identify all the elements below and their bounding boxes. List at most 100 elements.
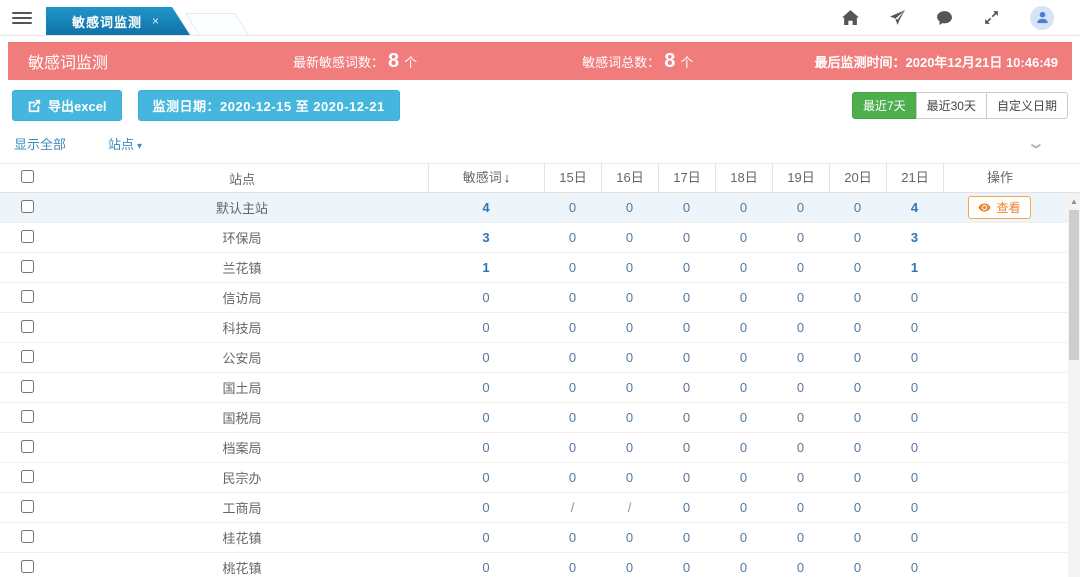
row-checkbox[interactable] <box>21 409 34 423</box>
tab-sensitive-word-monitor[interactable]: 敏感词监测 × <box>46 7 190 35</box>
row-site: 民宗办 <box>222 471 262 486</box>
row-keyword-count[interactable]: 0 <box>482 560 490 575</box>
row-keyword-count[interactable]: 0 <box>482 410 490 425</box>
row-day-value: 0 <box>682 320 691 335</box>
row-day-value: 0 <box>625 560 634 575</box>
row-day-value: 0 <box>625 350 634 365</box>
row-day-value: 0 <box>625 260 634 275</box>
row-day-value: 0 <box>739 410 748 425</box>
show-all-link[interactable]: 显示全部 <box>14 137 67 152</box>
row-checkbox[interactable] <box>21 199 34 213</box>
row-day-value: 0 <box>853 200 862 215</box>
row-keyword-count[interactable]: 0 <box>482 350 490 365</box>
scrollbar-thumb[interactable] <box>1069 210 1079 360</box>
header-day[interactable]: 16日 <box>601 163 658 193</box>
row-day-value: 0 <box>682 560 691 575</box>
row-keyword-count[interactable]: 0 <box>482 440 490 455</box>
row-day-value: 0 <box>739 530 748 545</box>
eye-icon <box>978 203 992 212</box>
header-day[interactable]: 20日 <box>829 163 886 193</box>
row-day-value: 0 <box>568 200 577 215</box>
select-all-checkbox[interactable] <box>21 170 34 183</box>
row-checkbox[interactable] <box>21 259 34 273</box>
tab-label: 敏感词监测 <box>72 14 143 30</box>
row-checkbox[interactable] <box>21 439 34 453</box>
header-day[interactable]: 17日 <box>658 163 715 193</box>
row-checkbox[interactable] <box>21 469 34 483</box>
row-keyword-count[interactable]: 1 <box>482 260 490 275</box>
row-checkbox[interactable] <box>21 529 34 543</box>
row-day-value: 0 <box>796 560 805 575</box>
header-day[interactable]: 15日 <box>544 163 601 193</box>
row-site: 环保局 <box>222 231 262 246</box>
row-site: 信访局 <box>222 291 262 306</box>
row-day-value: 0 <box>682 530 691 545</box>
view-button[interactable]: 查看 <box>968 196 1031 219</box>
menu-toggle-icon[interactable] <box>12 9 32 27</box>
row-day-value: 0 <box>796 410 805 425</box>
row-checkbox[interactable] <box>21 319 34 333</box>
chat-icon[interactable] <box>936 9 953 26</box>
row-site: 工商局 <box>222 501 262 516</box>
row-day-value: 0 <box>910 440 919 455</box>
header-day[interactable]: 18日 <box>715 163 772 193</box>
row-keyword-count[interactable]: 0 <box>482 470 490 485</box>
row-keyword-count[interactable]: 0 <box>482 380 490 395</box>
row-day-value: 0 <box>682 230 691 245</box>
row-day-value: 0 <box>853 320 862 335</box>
export-excel-label: 导出excel <box>48 99 107 114</box>
home-icon[interactable] <box>842 9 859 26</box>
row-site: 科技局 <box>222 321 262 336</box>
row-day-value: 0 <box>625 230 634 245</box>
header-day[interactable]: 19日 <box>772 163 829 193</box>
header-day[interactable]: 21日 <box>886 163 943 193</box>
header-keyword[interactable]: 敏感词 ↓ <box>428 163 544 193</box>
row-keyword-count[interactable]: 4 <box>482 200 490 215</box>
row-keyword-count[interactable]: 0 <box>482 290 490 305</box>
row-day-value: 0 <box>568 530 577 545</box>
header-site[interactable]: 站点 <box>228 171 255 187</box>
expand-icon[interactable] <box>983 9 1000 26</box>
row-day-value: 0 <box>853 230 862 245</box>
monitor-date-range-label: 监测日期：2020-12-15 至 2020-12-21 <box>152 99 385 114</box>
page-title: 敏感词监测 <box>28 55 109 72</box>
scrollbar-up-arrow-icon[interactable]: ▲ <box>1070 197 1078 206</box>
range-last-7-days-button[interactable]: 最近7天 <box>851 92 917 119</box>
tab-close-icon[interactable]: × <box>152 14 161 28</box>
row-check-cell <box>0 559 56 576</box>
vertical-scrollbar[interactable]: ▲ <box>1068 194 1080 577</box>
ghost-tab <box>185 13 249 35</box>
row-checkbox[interactable] <box>21 289 34 303</box>
row-day-value: 0 <box>853 350 862 365</box>
row-checkbox[interactable] <box>21 229 34 243</box>
row-day-value: 0 <box>910 470 919 485</box>
latest-count-unit: 个 <box>404 54 418 70</box>
row-day-value: 0 <box>796 320 805 335</box>
site-dropdown[interactable]: 站点 ▾ <box>108 134 142 153</box>
row-keyword-count[interactable]: 0 <box>482 500 490 515</box>
row-day-value: 0 <box>796 350 805 365</box>
row-checkbox[interactable] <box>21 349 34 363</box>
row-check-cell <box>0 409 56 426</box>
monitor-date-range-button[interactable]: 监测日期：2020-12-15 至 2020-12-21 <box>137 90 400 121</box>
sort-desc-icon: ↓ <box>503 170 511 185</box>
collapse-chevron-icon[interactable]: ⌄ <box>1026 135 1046 151</box>
send-icon[interactable] <box>889 9 906 26</box>
user-avatar[interactable] <box>1030 5 1054 30</box>
row-keyword-count[interactable]: 3 <box>482 230 490 245</box>
row-day-value: 0 <box>853 380 862 395</box>
row-checkbox[interactable] <box>21 379 34 393</box>
row-checkbox[interactable] <box>21 559 34 573</box>
range-last-30-days-button[interactable]: 最近30天 <box>915 92 987 119</box>
row-day-value: 0 <box>796 260 805 275</box>
row-checkbox[interactable] <box>21 499 34 513</box>
row-day-value: 0 <box>568 290 577 305</box>
row-day-value: 0 <box>910 560 919 575</box>
row-day-value: 0 <box>910 410 919 425</box>
row-day-value: 0 <box>796 200 805 215</box>
export-excel-button[interactable]: 导出excel <box>12 90 122 121</box>
range-custom-date-button[interactable]: 自定义日期 <box>985 92 1068 119</box>
row-keyword-count[interactable]: 0 <box>482 320 490 335</box>
row-keyword-count[interactable]: 0 <box>482 530 490 545</box>
row-day-value: 0 <box>682 500 691 515</box>
